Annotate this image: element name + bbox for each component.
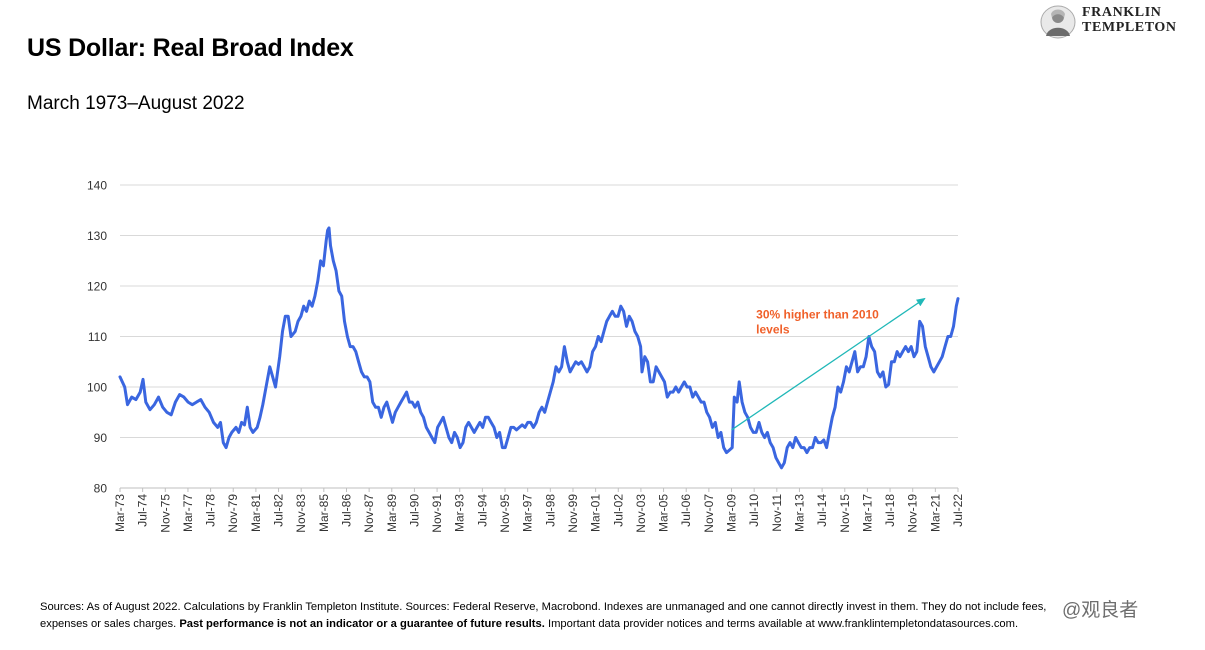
- x-tick-label: Mar-77: [181, 494, 195, 532]
- footer-line-2-post: Important data provider notices and term…: [544, 618, 1019, 630]
- franklin-templeton-logo: FRANKLIN TEMPLETON: [1040, 5, 1190, 39]
- x-tick-label: Mar-21: [928, 494, 942, 532]
- x-tick-label: Nov-75: [158, 494, 172, 533]
- x-tick-label: Mar-73: [113, 494, 127, 532]
- watermark: @观良者: [1062, 600, 1139, 621]
- page-subtitle: March 1973–August 2022: [27, 93, 245, 114]
- logo-line-1: FRANKLIN: [1082, 5, 1162, 20]
- x-tick-label: Jul-18: [883, 494, 897, 527]
- x-tick-label: Nov-83: [294, 494, 308, 533]
- x-tick-label: Mar-09: [725, 494, 739, 532]
- x-tick-label: Jul-90: [407, 494, 421, 527]
- x-tick-label: Mar-01: [589, 494, 603, 532]
- x-tick-label: Mar-97: [521, 494, 535, 532]
- portrait-icon: [1040, 5, 1076, 39]
- x-tick-label: Nov-79: [226, 494, 240, 533]
- x-tick-label: Jul-86: [339, 494, 353, 527]
- x-tick-label: Nov-19: [906, 494, 920, 533]
- x-tick-label: Nov-95: [498, 494, 512, 533]
- x-tick-label: Jul-14: [815, 494, 829, 527]
- x-tick-label: Nov-03: [634, 494, 648, 533]
- logo-line-2: TEMPLETON: [1082, 20, 1177, 35]
- annotation-text-line-1: 30% higher than 2010: [756, 307, 879, 321]
- y-tick-label-80: 80: [94, 482, 108, 496]
- y-tick-label-140: 140: [87, 179, 107, 193]
- x-tick-label: Mar-13: [792, 494, 806, 532]
- y-tick-label-100: 100: [87, 381, 107, 395]
- x-tick-label: Nov-15: [838, 494, 852, 533]
- footer-notes: Sources: As of August 2022. Calculations…: [40, 599, 1090, 633]
- x-tick-label: Jul-22: [951, 494, 965, 527]
- x-tick-label: Jul-06: [679, 494, 693, 527]
- x-tick-label: Jul-98: [543, 494, 557, 527]
- x-tick-label: Mar-93: [453, 494, 467, 532]
- x-tick-label: Jul-82: [272, 494, 286, 527]
- x-tick-label: Nov-11: [770, 494, 784, 532]
- y-tick-label-90: 90: [94, 431, 108, 445]
- x-tick-label: Mar-17: [860, 494, 874, 532]
- x-tick-label: Jul-94: [475, 494, 489, 527]
- x-tick-label: Jul-78: [204, 494, 218, 527]
- x-tick-label: Mar-81: [249, 494, 263, 532]
- y-axis: 80 90 100 110 120 130 140: [87, 179, 107, 496]
- x-tick-label: Nov-99: [566, 494, 580, 533]
- x-tick-label: Jul-74: [136, 494, 150, 527]
- x-axis: Mar-73 Jul-74 Nov-75 Mar-77 Jul-78 Nov-79 Mar-…: [113, 488, 965, 533]
- y-tick-label-130: 130: [87, 229, 107, 243]
- x-tick-label: Mar-85: [317, 494, 331, 532]
- y-tick-label-110: 110: [88, 330, 107, 344]
- annotation-text-line-2: levels: [756, 322, 790, 336]
- footer-disclaimer: Past performance is not an indicator or …: [179, 618, 545, 630]
- x-tick-label: Jul-10: [747, 494, 761, 527]
- series-line-usd-real-broad-index: [118, 226, 960, 470]
- annotation-arrow: [731, 297, 926, 431]
- chart-gridlines: [120, 184, 958, 489]
- x-tick-label: Mar-89: [385, 494, 399, 532]
- x-tick-label: Nov-91: [430, 494, 444, 533]
- page-title: US Dollar: Real Broad Index: [27, 34, 354, 62]
- x-tick-label: Jul-02: [611, 494, 625, 527]
- footer-line-1: Sources: As of August 2022. Calculations…: [40, 601, 1047, 613]
- x-tick-label: Nov-87: [362, 494, 376, 533]
- footer-line-2-pre: expenses or sales charges.: [40, 618, 180, 630]
- y-tick-label-120: 120: [87, 280, 107, 294]
- x-tick-label: Nov-07: [702, 494, 716, 533]
- x-tick-label: Mar-05: [657, 494, 671, 532]
- footer-line-2: expenses or sales charges. Past performa…: [40, 616, 1090, 633]
